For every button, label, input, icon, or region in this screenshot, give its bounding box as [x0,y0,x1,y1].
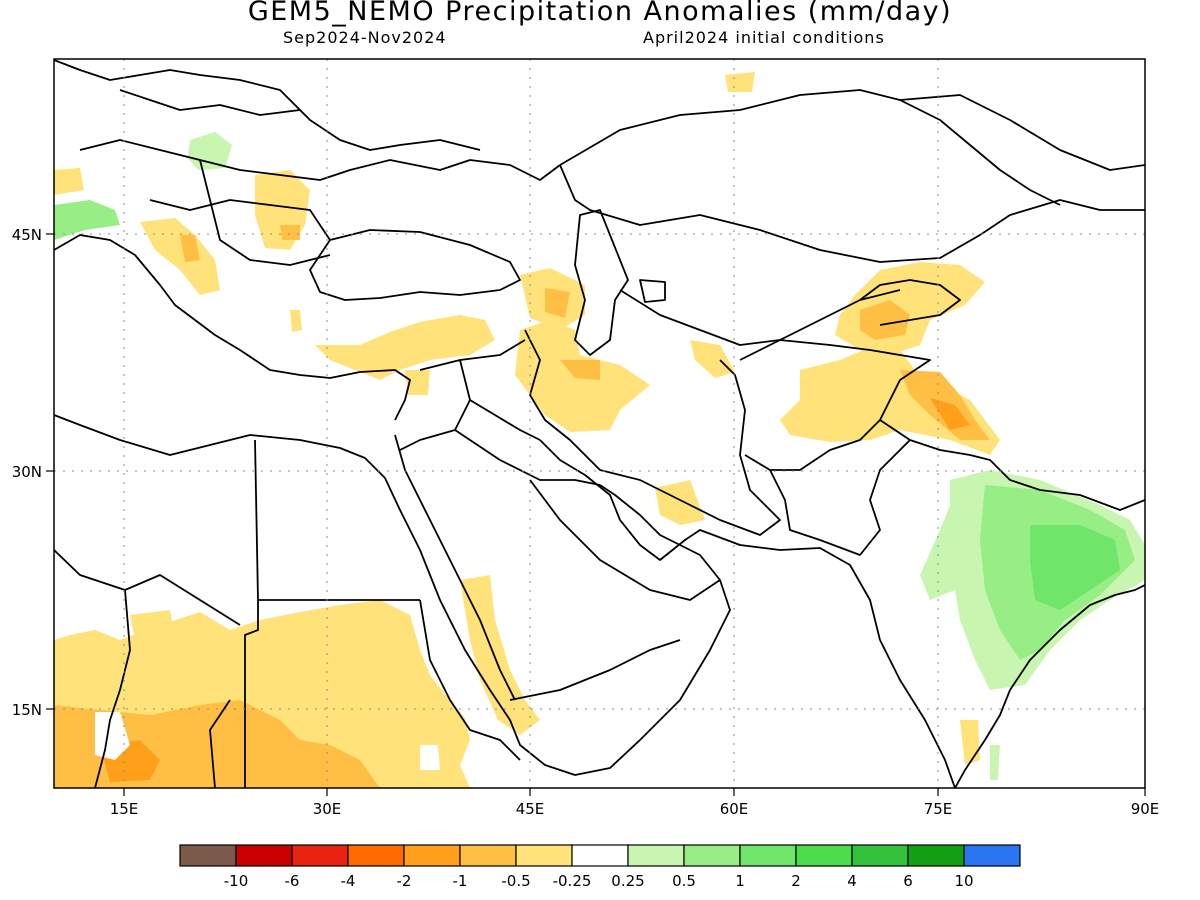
anomaly-region-tianshan [835,262,985,355]
border-saudi [454,429,721,601]
colorbar-label: -6 [285,872,300,890]
border-mongolia-china [899,99,1061,206]
border-kazakhstan [559,164,1145,263]
coastline-africa-north [54,414,386,479]
colorbar-swatch [347,844,405,867]
border-libya-chad [54,549,241,626]
border-scandinavia-baltic [54,59,481,151]
colorbar-label: -1 [453,872,468,890]
coastline-caspian [574,209,629,356]
border-ethiopia [419,599,521,761]
colorbar-label: 10 [954,872,973,890]
lon-label: 15E [110,800,139,818]
lon-label: 60E [720,800,749,818]
lat-label: 15N [12,701,42,719]
border-central-asia [619,289,901,346]
colorbar-label: 2 [791,872,801,890]
lat-label: 45N [12,226,42,244]
border-afghanistan [739,339,931,471]
colorbar-swatch [235,844,293,867]
lat-labels: 45N 30N 15N [12,226,42,719]
border-tajik-kyrgyz [859,279,961,326]
axis-ticks [46,233,1146,796]
lon-labels: 15E 30E 45E 60E 75E 90E [110,800,1160,818]
colorbar-label: -0.5 [501,872,530,890]
border-yemen [509,639,681,701]
colorbar-label: 6 [903,872,913,890]
border-pakistan-india [879,419,1145,511]
colorbar-swatch [683,844,741,867]
map-frame [53,58,1146,789]
map-title: GEM5_NEMO Precipitation Anomalies (mm/da… [247,0,953,27]
colorbar-swatch [627,844,685,867]
colorbar-swatch [291,844,349,867]
border-europe-interior [79,89,561,266]
coastline-aral [639,279,666,303]
border-pakistan-south [769,439,911,556]
colorbar-swatch [795,844,853,867]
anomaly-region-anatolia [315,315,495,380]
colorbar-swatch [907,844,965,867]
coastlines-and-borders [54,59,1145,788]
colorbar-swatch [739,844,797,867]
anomaly-region-red-sea [460,575,540,735]
anomaly-shading [54,72,1145,788]
colorbar-label: -10 [224,872,249,890]
coastline-india-south [954,689,1011,788]
coastline-red-sea [384,477,731,776]
border-russia [559,89,1145,171]
coastline-europe [54,234,411,421]
colorbar-swatch [851,844,909,867]
colorbar: -10 -6 -4 -2 -1 -0.5 -0.25 0.25 0.5 1 2 4 6 10 [179,844,1021,890]
colorbar-swatch [179,844,237,867]
forecast-period: Sep2024-Nov2024 [283,28,447,47]
colorbar-label: 1 [735,872,745,890]
colorbar-label: -0.25 [553,872,592,890]
border-chad-sudan [94,589,231,788]
coastline-arabia-west [394,434,516,701]
colorbar-label: 0.5 [672,872,696,890]
coastline-india-east [1009,584,1145,691]
colorbar-label: -4 [341,872,356,890]
colorbar-label: -2 [397,872,412,890]
coastline-black-sea [309,229,521,301]
lat-label: 30N [12,463,42,481]
lon-label: 30E [313,800,342,818]
colorbar-swatch [963,844,1021,867]
coastline-persian-gulf [539,439,956,788]
lon-label: 90E [1131,800,1160,818]
lon-label: 75E [924,800,953,818]
anomaly-region-alps [54,200,120,240]
colorbar-label: 4 [847,872,857,890]
graticule [54,59,1145,788]
border-egypt-sudan [244,439,420,788]
colorbar-swatch [515,844,573,867]
colorbar-swatch [459,844,517,867]
lon-label: 45E [516,800,545,818]
initial-conditions: April2024 initial conditions [643,28,885,47]
border-iran [524,329,781,536]
colorbar-swatch [571,844,629,867]
colorbar-label: 0.25 [611,872,644,890]
colorbar-swatch [403,844,461,867]
